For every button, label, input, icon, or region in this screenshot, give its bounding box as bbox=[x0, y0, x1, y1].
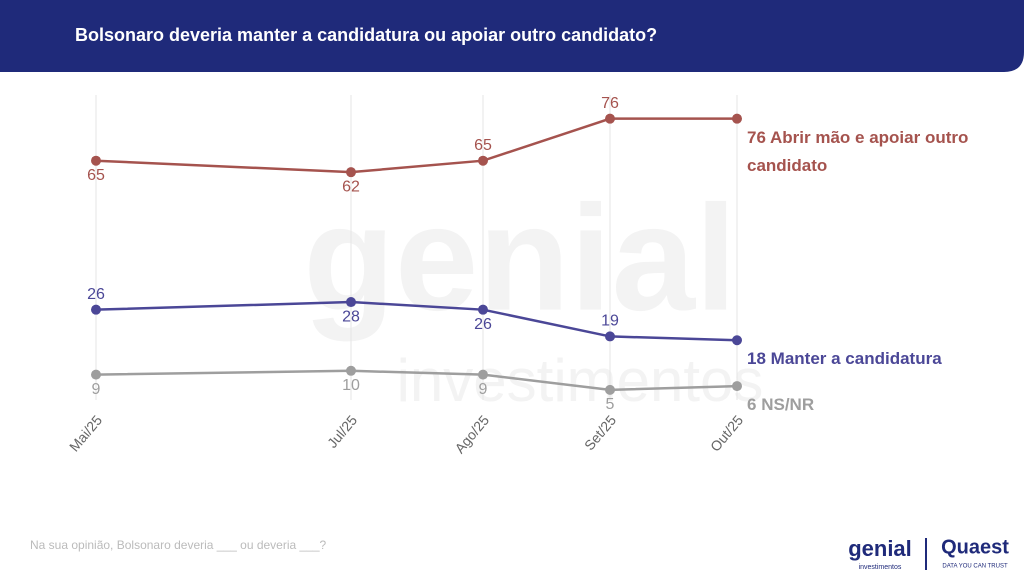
data-point bbox=[605, 384, 615, 395]
x-tick-label: Mai/25 bbox=[66, 412, 105, 455]
data-label: 76 bbox=[601, 95, 619, 112]
data-point bbox=[91, 304, 101, 315]
x-tick-label: Out/25 bbox=[707, 412, 746, 455]
logo: genial bbox=[848, 536, 912, 561]
data-label: 5 bbox=[606, 396, 615, 413]
title-banner bbox=[0, 0, 1024, 72]
logo: Quaest bbox=[941, 536, 1009, 558]
end-label: 18 Manter a candidatura bbox=[747, 345, 987, 373]
data-point bbox=[605, 331, 615, 342]
data-point bbox=[478, 369, 488, 380]
data-label: 19 bbox=[601, 313, 619, 330]
data-point bbox=[346, 365, 356, 376]
chart-title: Bolsonaro deveria manter a candidatura o… bbox=[75, 25, 657, 45]
data-point bbox=[478, 304, 488, 315]
x-tick-label: Jul/25 bbox=[324, 412, 360, 451]
watermark: genial bbox=[303, 174, 736, 342]
data-point bbox=[732, 113, 742, 124]
series-line bbox=[95, 117, 737, 174]
data-point bbox=[478, 155, 488, 166]
end-label: 76 Abrir mão e apoiar outro candidato bbox=[747, 124, 987, 180]
end-label: 6 NS/NR bbox=[747, 391, 987, 419]
data-label: 28 bbox=[342, 308, 360, 325]
data-label: 65 bbox=[474, 137, 492, 154]
x-tick-label: Ago/25 bbox=[451, 412, 492, 456]
data-label: 62 bbox=[342, 178, 360, 195]
legend-label: Manter a candidatura bbox=[770, 349, 942, 369]
x-tick-label: Set/25 bbox=[581, 412, 619, 453]
end-value: 76 bbox=[747, 127, 766, 147]
data-label: 26 bbox=[474, 316, 492, 333]
data-point bbox=[91, 369, 101, 380]
watermark: investimentos bbox=[397, 347, 764, 414]
data-point bbox=[732, 335, 742, 346]
data-label: 26 bbox=[87, 286, 105, 303]
data-label: 10 bbox=[342, 377, 360, 394]
end-value: 6 bbox=[747, 395, 757, 415]
data-point bbox=[732, 381, 742, 392]
data-label: 9 bbox=[479, 381, 488, 398]
data-label: 9 bbox=[92, 381, 101, 398]
logo: investimentos bbox=[859, 564, 902, 571]
data-label: 65 bbox=[87, 167, 105, 184]
footnote: Na sua opinião, Bolsonaro deveria ___ ou… bbox=[30, 538, 327, 552]
data-point bbox=[346, 167, 356, 178]
data-point bbox=[346, 297, 356, 308]
end-value: 18 bbox=[747, 349, 766, 369]
data-point bbox=[91, 155, 101, 166]
logo: DATA YOU CAN TRUST bbox=[942, 564, 1008, 570]
legend-label: Abrir mão e apoiar outro candidato bbox=[747, 127, 969, 175]
data-point bbox=[605, 113, 615, 124]
legend-label: NS/NR bbox=[761, 395, 815, 415]
